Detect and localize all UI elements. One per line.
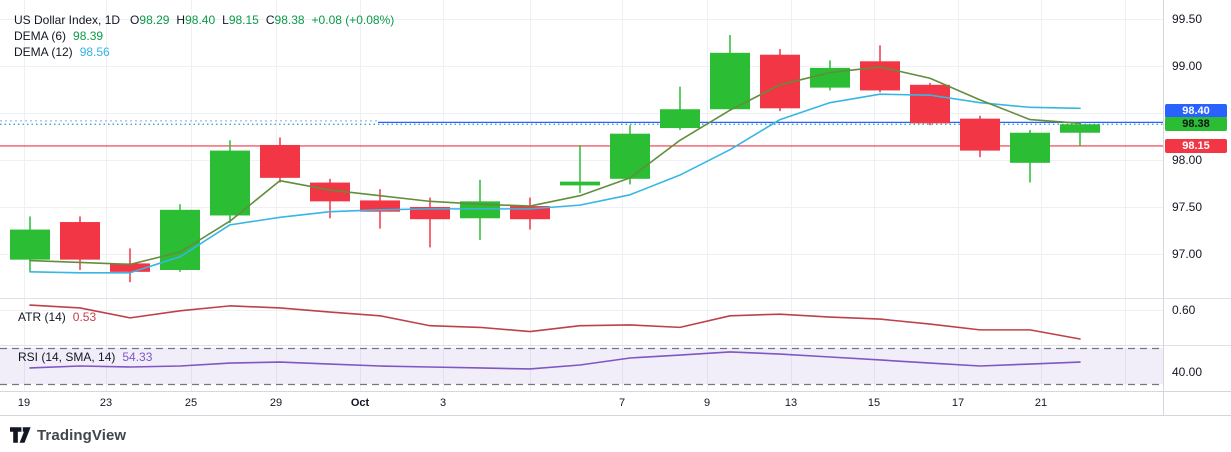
rsi-legend[interactable]: RSI (14, SMA, 14) 54.33: [18, 350, 152, 364]
time-tick-label: 21: [1034, 397, 1048, 409]
candle-body-up[interactable]: [560, 181, 600, 186]
candle-body-up[interactable]: [1010, 132, 1050, 163]
rsi-value: 54.33: [122, 350, 153, 364]
time-tick-label: 9: [703, 397, 711, 409]
candle-body-down[interactable]: [910, 84, 950, 124]
time-tick-label: 13: [784, 397, 798, 409]
candle-body-down[interactable]: [60, 222, 100, 260]
ohlc-low: L98.15: [222, 13, 259, 27]
dema12-label: DEMA (12): [14, 45, 73, 59]
price-badge: 98.15: [1165, 139, 1227, 153]
candle-body-down[interactable]: [110, 263, 150, 272]
price-axis[interactable]: 99.50 99.00 98.00 97.50 97.00 0.60 40.00 98.40 9…: [1163, 0, 1231, 415]
price-tick-label: 98.00: [1172, 153, 1203, 167]
price-badge: 98.38: [1165, 117, 1227, 131]
change-value: +0.08 (+0.08%): [311, 13, 395, 27]
rsi-label: RSI (14, SMA, 14): [18, 350, 116, 364]
ohlc-close: C98.38: [265, 13, 305, 27]
time-tick-label: 19: [17, 397, 31, 409]
candle-body-down[interactable]: [960, 118, 1000, 151]
candle-body-up[interactable]: [210, 150, 250, 216]
candle-body-up[interactable]: [460, 201, 500, 219]
candle-body-down[interactable]: [260, 144, 300, 178]
tradingview-logo-icon: [10, 427, 31, 443]
dema12-legend-row[interactable]: DEMA (12) 98.56: [14, 44, 394, 60]
candle-body-up[interactable]: [810, 67, 850, 88]
price-tick-label: 99.00: [1172, 59, 1203, 73]
ohlc-open: O98.29: [130, 13, 170, 27]
atr-tick-label: 0.60: [1172, 303, 1196, 317]
main-legend: US Dollar Index, 1D O98.29 H98.40 L98.15…: [14, 12, 394, 60]
dema6-line: [29, 66, 1081, 266]
rsi-tick-label: 40.00: [1172, 365, 1203, 379]
price-tick-label: 97.00: [1172, 247, 1203, 261]
candle-body-down[interactable]: [360, 200, 400, 212]
candle-body-up[interactable]: [10, 229, 50, 260]
time-tick-label: 15: [867, 397, 881, 409]
dema6-value: 98.39: [73, 29, 104, 43]
time-tick-label: 29: [269, 397, 283, 409]
dema6-label: DEMA (6): [14, 29, 67, 43]
time-tick-label: 7: [618, 397, 626, 409]
candle-body-up[interactable]: [660, 109, 700, 129]
candle-body-up[interactable]: [710, 52, 750, 110]
time-tick-label: 23: [99, 397, 113, 409]
time-tick-label: 3: [439, 397, 447, 409]
tradingview-logo[interactable]: TradingView: [10, 426, 126, 444]
time-tick-label: 25: [184, 397, 198, 409]
time-tick-label: 17: [951, 397, 965, 409]
candle-body-up[interactable]: [1060, 124, 1100, 133]
symbol-legend-row[interactable]: US Dollar Index, 1D O98.29 H98.40 L98.15…: [14, 12, 394, 28]
rsi-line: [29, 351, 1081, 370]
ohlc-high: H98.40: [176, 13, 216, 27]
chart-canvas[interactable]: [0, 0, 1231, 418]
atr-label: ATR (14): [18, 310, 66, 324]
atr-legend[interactable]: ATR (14) 0.53: [18, 310, 96, 324]
candle-body-down[interactable]: [860, 61, 900, 91]
dema6-legend-row[interactable]: DEMA (6) 98.39: [14, 28, 394, 44]
candle-body-down[interactable]: [310, 182, 350, 202]
price-tick-label: 97.50: [1172, 200, 1203, 214]
dema12-line: [29, 93, 1081, 274]
atr-line: [29, 304, 1081, 340]
symbol-title[interactable]: US Dollar Index, 1D: [14, 13, 121, 27]
atr-value: 0.53: [72, 310, 97, 324]
time-axis[interactable]: 19 23 25 29 Oct 3 7 9 13 15 17 21: [0, 391, 1163, 415]
dema12-value: 98.56: [79, 45, 110, 59]
candle-body-up[interactable]: [610, 133, 650, 179]
candle-body-up[interactable]: [160, 209, 200, 270]
candle-body-down[interactable]: [410, 207, 450, 220]
time-tick-label: Oct: [350, 397, 370, 409]
price-tick-label: 99.50: [1172, 12, 1203, 26]
price-badge: 98.40: [1165, 104, 1227, 118]
tradingview-logo-text: TradingView: [37, 426, 127, 444]
